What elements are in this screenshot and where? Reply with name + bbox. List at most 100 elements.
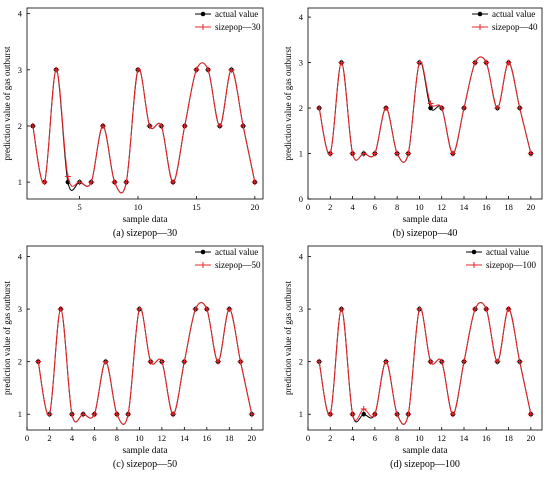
x-tick-label: 20 [248,433,257,443]
predicted-point [111,179,118,186]
predicted-point [134,66,141,73]
predicted-point [158,122,165,129]
predicted-point [360,405,367,412]
predicted-point [146,122,153,129]
predicted-point [505,59,512,66]
predicted-point [215,358,222,365]
x-tick-label: 0 [306,433,310,443]
legend-label-actual: actual value [486,247,529,257]
x-tick-label: 10 [415,202,424,212]
predicted-point [53,66,60,73]
legend: actual value sizepop—100 [466,247,536,270]
x-tick-label: 6 [373,433,377,443]
predicted-point [461,358,467,365]
x-tick-label: 18 [504,202,513,212]
series-line-predicted [37,302,253,425]
legend-label-actual: actual value [215,9,258,19]
x-tick-label: 16 [203,433,212,443]
predicted-point [494,358,501,365]
predicted-point [449,411,456,418]
predicted-point [416,306,423,313]
predicted-point [193,66,200,73]
x-tick-label: 12 [437,202,446,212]
predicted-point [527,150,534,157]
predicted-point [113,411,120,418]
predicted-point [438,105,445,112]
x-tick-label: 18 [504,433,513,443]
legend-marker-actual [471,249,477,255]
x-tick-label: 12 [158,433,167,443]
predicted-point [516,358,523,365]
predicted-point [88,179,95,186]
predicted-point [483,59,490,66]
predicted-point [383,105,389,112]
x-tick-label: 8 [395,202,399,212]
predicted-point [383,358,389,365]
predicted-point [360,150,367,157]
x-tick-label: 6 [92,433,96,443]
x-tick-label: 14 [460,202,469,212]
series-line-predicted [318,302,532,425]
x-tick-label: 8 [115,433,119,443]
x-tick-label: 14 [180,433,189,443]
y-tick-label: 3 [18,65,22,75]
x-axis-label: sample data [122,215,168,225]
x-tick-label: 10 [415,433,424,443]
predicted-point [505,306,512,313]
predicted-point [449,150,456,157]
x-tick-label: 10 [135,433,144,443]
x-tick-label: 5 [77,202,81,212]
predicted-point [349,150,356,157]
y-tick-label: 1 [299,149,303,159]
y-tick-label: 2 [18,357,22,367]
y-axis-label: prediction value of gas outburst [283,46,293,160]
y-tick-label: 0 [299,194,303,204]
predicted-point [237,358,244,365]
y-tick-label: 4 [18,9,23,19]
predicted-point [338,306,345,313]
y-tick-label: 1 [18,409,22,419]
predicted-point [102,358,109,365]
predicted-point [405,150,412,157]
plot-frame [307,245,543,431]
x-tick-label: 14 [460,433,469,443]
predicted-point [29,122,36,129]
predicted-point [64,173,71,180]
predicted-point [57,306,64,313]
predicted-point [371,150,378,157]
predicted-point [68,411,75,418]
predicted-point [349,411,356,418]
legend-label-predicted: sizepop—50 [215,260,261,270]
x-axis-label: sample data [402,215,448,225]
predicted-point [516,105,523,112]
predicted-point [41,179,48,186]
predicted-point [181,122,188,129]
y-axis-label: prediction value of gas outburst [2,46,12,160]
chart-panel: 5 10 15 20 1 2 3 4 sample data prediction value o… [2,7,264,239]
x-tick-label: 4 [70,433,75,443]
x-tick-label: 0 [25,433,29,443]
x-tick-label: 20 [527,202,536,212]
predicted-point [80,411,87,418]
actual-point [428,105,433,111]
y-tick-label: 1 [299,409,303,419]
predicted-point [461,105,467,112]
panel-caption: (d) sizepop—100 [390,459,460,470]
x-tick-label: 2 [328,433,332,443]
x-tick-label: 18 [225,433,234,443]
predicted-point [427,358,434,365]
legend: actual value sizepop—30 [195,9,261,32]
predicted-point [472,59,479,66]
predicted-point [228,66,235,73]
predicted-point [46,411,53,418]
x-tick-label: 6 [373,202,377,212]
predicted-point [35,358,42,365]
x-tick-label: 2 [47,433,51,443]
legend-label-predicted: sizepop—40 [492,22,538,32]
x-tick-label: 16 [482,202,491,212]
y-tick-label: 2 [299,357,303,367]
x-tick-label: 16 [482,433,491,443]
